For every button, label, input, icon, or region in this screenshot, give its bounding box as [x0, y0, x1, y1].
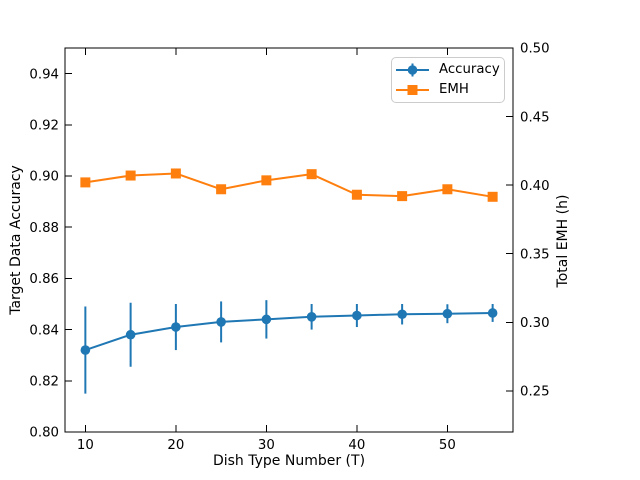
- data-point-square: [442, 184, 453, 195]
- y-tick-label-right: 0.35: [520, 247, 550, 262]
- y-axis-label-right: Total EMH (h): [555, 195, 571, 289]
- y-tick-label-left: 0.86: [29, 272, 59, 287]
- y-tick-label-right: 0.50: [520, 42, 550, 57]
- x-tick-label: 50: [439, 438, 456, 453]
- series-line: [85, 311, 493, 352]
- data-point-square: [80, 177, 91, 188]
- y-tick-label-right: 0.30: [520, 316, 550, 331]
- data-point-circle: [216, 317, 226, 327]
- legend-label-accuracy: Accuracy: [439, 61, 500, 77]
- legend-entry-emh: EMH: [396, 80, 504, 100]
- data-point-square: [125, 170, 136, 181]
- y-axis-left: 0.80 0.82 0.84 0.86 0.88 0.90 0.92 0.94: [29, 67, 72, 441]
- data-point-circle: [397, 309, 407, 320]
- series-accuracy: [80, 300, 498, 394]
- data-point-square: [487, 191, 498, 202]
- y-tick-label-left: 0.88: [29, 221, 59, 236]
- legend-label-emh: EMH: [439, 82, 469, 98]
- data-point-square: [306, 169, 317, 180]
- x-axis-label: Dish Type Number (T): [213, 453, 365, 469]
- data-point-square: [351, 189, 362, 200]
- y-tick-label-left: 0.84: [29, 323, 59, 338]
- axes-frame: [64, 47, 514, 433]
- data-point-square: [261, 175, 272, 186]
- series-emh: [80, 168, 498, 202]
- legend: Accuracy EMH: [391, 57, 505, 103]
- y-tick-label-right: 0.45: [520, 110, 550, 125]
- data-point-square: [170, 168, 181, 179]
- data-point-square: [216, 184, 227, 195]
- data-point-circle: [261, 314, 272, 325]
- x-tick-label: 10: [77, 438, 94, 453]
- x-tick-label: 20: [167, 438, 184, 453]
- legend-entry-accuracy: Accuracy: [396, 60, 504, 80]
- x-tick-label: 30: [258, 438, 275, 453]
- y-tick-label-left: 0.82: [29, 375, 59, 390]
- data-point-circle: [306, 312, 317, 322]
- data-point-circle: [442, 308, 453, 319]
- y-tick-label-left: 0.94: [29, 67, 59, 82]
- accuracy-errorbar-marker-icon: [396, 60, 429, 80]
- data-point-circle: [80, 345, 91, 355]
- y-tick-label-right: 0.40: [520, 179, 550, 194]
- y-tick-label-left: 0.80: [29, 426, 59, 441]
- data-point-circle: [487, 308, 498, 318]
- data-point-circle: [171, 322, 181, 332]
- data-point-circle: [125, 329, 136, 340]
- y-axis-right: 0.25 0.30 0.35 0.40 0.45 0.50: [506, 42, 550, 400]
- y-tick-label-left: 0.90: [29, 170, 59, 185]
- series-line: [85, 172, 493, 198]
- y-tick-label-right: 0.25: [520, 385, 550, 400]
- emh-square-marker-icon: [396, 80, 429, 100]
- data-point-square: [397, 191, 408, 202]
- x-tick-label: 40: [348, 438, 365, 453]
- y-tick-label-left: 0.92: [29, 119, 59, 134]
- x-axis: 10 20 30 40 50: [77, 48, 456, 453]
- y-axis-label-left: Target Data Accuracy: [8, 165, 24, 316]
- data-point-circle: [352, 310, 362, 321]
